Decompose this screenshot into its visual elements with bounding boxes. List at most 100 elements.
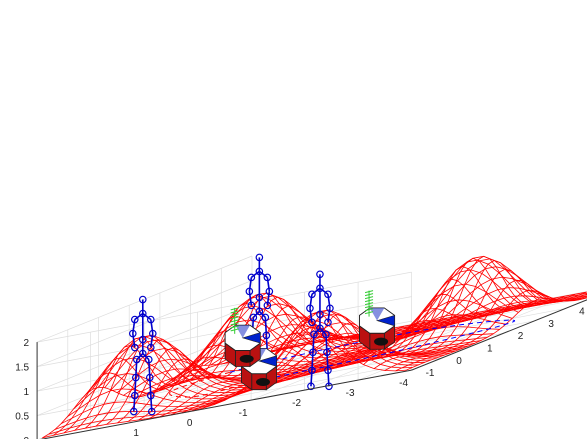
skeleton-joint — [263, 301, 272, 310]
box-grid-line — [37, 271, 412, 343]
skeleton-joint — [146, 391, 155, 400]
skeleton-bone — [310, 370, 313, 387]
skeleton-joint — [316, 324, 324, 333]
y-tick-label: -1 — [426, 368, 435, 379]
skeleton-joint — [308, 290, 316, 299]
box-grid-line — [36, 280, 253, 367]
box-grid-line — [36, 304, 253, 392]
mesh-line — [127, 296, 341, 422]
x-tick-label: 1 — [133, 428, 139, 439]
skeleton-joint — [138, 349, 147, 358]
robot — [359, 290, 396, 351]
robot-antenna-coil — [230, 328, 239, 332]
skeleton-bone — [266, 291, 271, 306]
skeleton-bone — [248, 277, 253, 292]
mesh-line — [181, 327, 394, 414]
z-tick-label: 1 — [24, 387, 30, 398]
mesh-line — [406, 297, 587, 371]
robot-heading-mark — [376, 314, 395, 327]
skeleton-bone — [258, 270, 268, 279]
y-tick-label: 2 — [518, 331, 524, 342]
floor-grid-line — [39, 353, 253, 439]
skeleton-joint — [255, 253, 264, 262]
robot-antenna-coil — [230, 325, 239, 329]
skeleton-joint — [138, 309, 147, 318]
skeleton-joint — [323, 348, 331, 357]
robot-antenna-coil — [364, 305, 374, 309]
box-grid-line — [37, 296, 412, 367]
x-tick-label: -3 — [346, 388, 355, 399]
skeleton-joint — [146, 343, 155, 352]
z-tick-label: 1.5 — [15, 363, 29, 374]
robot-antenna-coil — [364, 311, 374, 315]
skeleton-figure — [128, 295, 157, 416]
robot-wheel — [374, 337, 389, 346]
skeleton-joint — [263, 273, 272, 282]
skeleton-bone — [142, 352, 150, 361]
robot — [224, 307, 261, 368]
skeleton-joint — [322, 330, 330, 339]
robot-antenna-coil — [364, 296, 374, 300]
skeleton-joint — [130, 343, 139, 352]
skeleton-bone — [309, 308, 313, 323]
robot-heading-mark — [257, 355, 277, 367]
skeleton-joint — [144, 355, 153, 364]
z-tick-label: 2 — [24, 338, 30, 349]
skeleton-joint — [130, 315, 139, 324]
skeleton-bone — [149, 333, 154, 348]
skeleton-bone — [311, 287, 321, 295]
robot-heading-mark — [369, 307, 385, 321]
axes — [36, 299, 587, 439]
skeleton-bone — [134, 312, 144, 321]
skeleton-bone — [319, 327, 327, 335]
skeleton-joint — [130, 391, 139, 400]
skeleton-bone — [131, 319, 136, 334]
x-axis-line — [40, 369, 412, 439]
x-tick-label: -4 — [399, 378, 408, 389]
skeleton-joint — [245, 287, 254, 296]
skeleton-bone — [131, 333, 136, 348]
y-tick-label: 3 — [548, 319, 554, 330]
skeleton-bone — [250, 270, 260, 279]
mesh-line — [85, 315, 298, 429]
robot-antenna-coil — [364, 302, 374, 306]
skeleton-joint — [326, 304, 334, 313]
skeleton-joint — [308, 366, 316, 375]
robot-antenna-coil — [230, 307, 239, 311]
skeleton-bone — [252, 310, 260, 318]
skeleton-bone — [327, 294, 331, 309]
z-tick-label: 0.5 — [15, 412, 29, 423]
skeleton-bone — [136, 352, 144, 361]
skeleton-joint — [247, 301, 256, 310]
skeleton-bone — [309, 294, 313, 309]
skeleton-joint — [316, 270, 324, 279]
skeleton-bone — [327, 308, 331, 323]
skeleton-bone — [132, 395, 136, 412]
skeleton-joint — [128, 329, 137, 338]
robot-wheel — [256, 378, 270, 387]
y-tick-label: 4 — [579, 307, 585, 318]
skeleton-figure — [245, 253, 274, 374]
robots — [224, 290, 396, 391]
robot-antenna-coil — [230, 316, 239, 320]
skeleton-bone — [142, 312, 152, 321]
skeleton-joint — [324, 290, 332, 299]
skeleton-bone — [319, 287, 329, 295]
box-grid-line — [36, 255, 253, 343]
skeleton-joint — [131, 373, 140, 382]
skeleton-joint — [316, 310, 324, 319]
skeleton-bone — [327, 370, 330, 387]
x-tick-label: -1 — [239, 408, 248, 419]
skeleton-joint — [132, 355, 141, 364]
skeleton-joint — [261, 313, 270, 322]
skeleton-joint — [255, 307, 264, 316]
skeleton-joint — [129, 407, 138, 416]
skeleton-joint — [138, 295, 147, 304]
robot-heading-mark — [235, 325, 250, 338]
robot-antenna-coil — [364, 290, 374, 294]
robot-antenna-coil — [364, 308, 374, 312]
box-grid-line — [36, 329, 253, 416]
trajectory-segment — [169, 371, 267, 398]
skeleton-joint — [265, 287, 274, 296]
